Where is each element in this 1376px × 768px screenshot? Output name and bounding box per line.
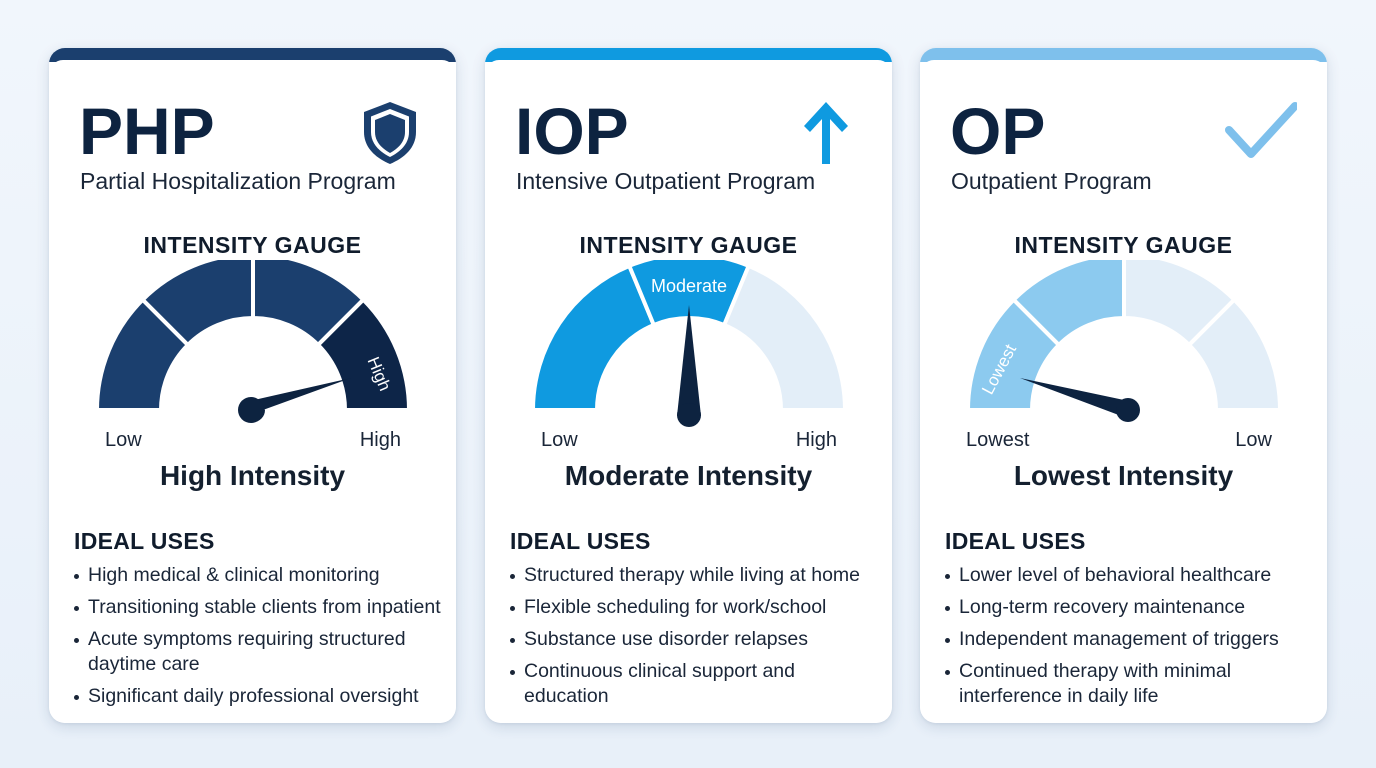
shield-icon [364, 102, 416, 164]
list-item: Structured therapy while living at home [510, 563, 880, 588]
uses-heading: IDEAL USES [945, 528, 1086, 554]
gauge-needle-pointer [241, 378, 351, 418]
program-name: Intensive Outpatient Program [516, 168, 816, 194]
gauge-title: INTENSITY GAUGE [143, 232, 362, 258]
program-abbreviation: IOP [515, 94, 629, 168]
card-iop: IOP Intensive Outpatient Program INTENSI… [485, 48, 892, 723]
intensity-level: Moderate Intensity [564, 460, 813, 491]
gauge-label-right: High [359, 429, 401, 451]
intensity-level: High Intensity [159, 460, 346, 491]
program-name: Outpatient Program [951, 168, 1152, 194]
gauge-needle-pointer [677, 305, 701, 416]
program-name: Partial Hospitalization Program [80, 168, 396, 194]
uses-list: High medical & clinical monitoring Trans… [74, 563, 444, 716]
gauge-segment-4 [1186, 296, 1283, 412]
gauge-title: INTENSITY GAUGE [579, 232, 798, 258]
list-item: Significant daily professional oversight [74, 684, 444, 709]
gauge-segment-4 [315, 296, 412, 412]
arrow-up-icon [804, 102, 848, 164]
card-body: IOP Intensive Outpatient Program INTENSI… [485, 60, 892, 723]
list-item: Substance use disorder relapses [510, 627, 880, 652]
list-item: Independent management of triggers [945, 627, 1315, 652]
uses-list: Structured therapy while living at home … [510, 563, 880, 716]
list-item: Continuous clinical support and educatio… [510, 659, 880, 709]
list-item: Transitioning stable clients from inpati… [74, 595, 444, 620]
card-op: OP Outpatient Program INTENSITY GAUGE Lo… [920, 48, 1327, 723]
card-php: PHP Partial Hospitalization Program INTE… [49, 48, 456, 723]
list-item: Continued therapy with minimal interfere… [945, 659, 1315, 709]
card-accent-bar [920, 48, 1327, 62]
uses-heading: IDEAL USES [510, 528, 651, 554]
program-abbreviation: PHP [79, 94, 215, 168]
gauge-label-left: Low [541, 429, 578, 451]
uses-heading: IDEAL USES [74, 528, 215, 554]
program-abbreviation: OP [950, 94, 1046, 168]
gauge-segment-2 [1010, 260, 1126, 348]
list-item: Acute symptoms requiring structured dayt… [74, 627, 444, 677]
gauge-segment-label: Moderate [651, 276, 727, 296]
gauge-title: INTENSITY GAUGE [1014, 232, 1233, 258]
gauge-label-left: Low [105, 429, 142, 451]
list-item: Lower level of behavioral healthcare [945, 563, 1315, 588]
gauge-segment-3 [721, 263, 848, 412]
card-body: PHP Partial Hospitalization Program INTE… [49, 60, 456, 723]
gauge-segment-2 [139, 260, 255, 348]
gauge-needle-pointer [1020, 378, 1132, 420]
checkmark-icon [1225, 102, 1297, 158]
gauge-label-left: Lowest [966, 429, 1030, 451]
intensity-level: Lowest Intensity [1013, 460, 1234, 491]
gauge-segment-1 [530, 263, 657, 412]
intensity-gauge: High [94, 260, 412, 423]
list-item: Long-term recovery maintenance [945, 595, 1315, 620]
card-accent-bar [485, 48, 892, 62]
list-item: Flexible scheduling for work/school [510, 595, 880, 620]
intensity-gauge: Moderate [530, 260, 848, 427]
card-accent-bar [49, 48, 456, 62]
card-body: OP Outpatient Program INTENSITY GAUGE Lo… [920, 60, 1327, 723]
gauge-label-right: Low [1235, 429, 1272, 451]
gauge-label-right: High [795, 429, 837, 451]
list-item: High medical & clinical monitoring [74, 563, 444, 588]
uses-list: Lower level of behavioral healthcare Lon… [945, 563, 1315, 716]
intensity-gauge: Lowest [965, 260, 1283, 422]
